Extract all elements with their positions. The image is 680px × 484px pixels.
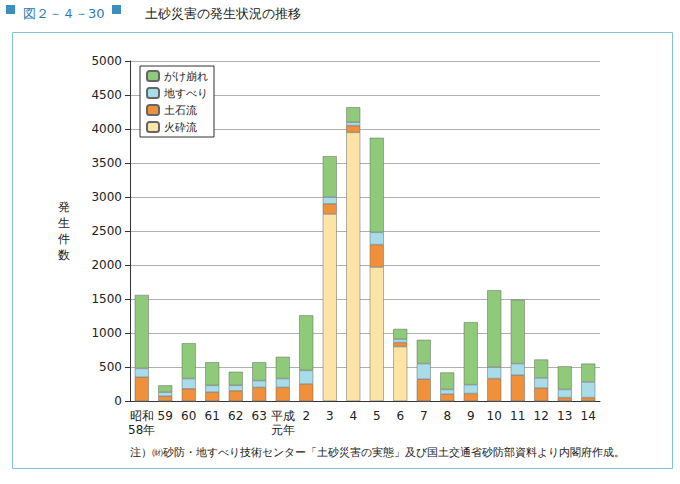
- svg-text:1000: 1000: [91, 326, 122, 340]
- svg-text:数: 数: [58, 248, 70, 262]
- svg-text:5000: 5000: [91, 54, 122, 68]
- svg-text:58年: 58年: [128, 423, 155, 437]
- svg-text:4500: 4500: [91, 88, 122, 102]
- svg-text:昭和: 昭和: [130, 409, 154, 423]
- svg-text:火砕流: 火砕流: [164, 121, 197, 134]
- svg-text:がけ崩れ: がけ崩れ: [164, 70, 208, 83]
- svg-text:8: 8: [443, 409, 451, 423]
- svg-text:14: 14: [581, 409, 596, 423]
- svg-text:61: 61: [205, 409, 220, 423]
- svg-text:62: 62: [228, 409, 243, 423]
- svg-text:注）㈶砂防・地すべり技術センター「土砂災害の実態」及び国土交: 注）㈶砂防・地すべり技術センター「土砂災害の実態」及び国土交通省砂防部資料より内…: [130, 446, 625, 459]
- svg-text:2000: 2000: [91, 258, 122, 272]
- svg-text:発: 発: [58, 200, 70, 214]
- svg-text:3000: 3000: [91, 190, 122, 204]
- svg-text:土石流: 土石流: [164, 104, 197, 117]
- svg-text:4000: 4000: [91, 122, 122, 136]
- svg-text:件: 件: [58, 232, 70, 246]
- svg-text:土砂災害の発生状況の推移: 土砂災害の発生状況の推移: [145, 6, 301, 21]
- svg-text:63: 63: [252, 409, 267, 423]
- svg-text:地すべり: 地すべり: [163, 87, 208, 100]
- svg-text:6: 6: [396, 409, 404, 423]
- svg-text:図２－４－30: 図２－４－30: [23, 6, 105, 21]
- svg-text:2500: 2500: [91, 224, 122, 238]
- svg-text:1500: 1500: [91, 292, 122, 306]
- svg-text:7: 7: [420, 409, 428, 423]
- svg-text:59: 59: [158, 409, 173, 423]
- svg-text:13: 13: [557, 409, 572, 423]
- svg-text:5: 5: [373, 409, 381, 423]
- svg-text:生: 生: [58, 216, 70, 230]
- svg-text:60: 60: [181, 409, 196, 423]
- svg-text:2: 2: [302, 409, 310, 423]
- svg-text:3: 3: [326, 409, 334, 423]
- svg-text:500: 500: [99, 360, 122, 374]
- svg-text:9: 9: [467, 409, 475, 423]
- svg-text:3500: 3500: [91, 156, 122, 170]
- svg-text:4: 4: [349, 409, 357, 423]
- svg-text:平成: 平成: [271, 409, 295, 423]
- svg-text:12: 12: [534, 409, 549, 423]
- svg-text:0: 0: [114, 394, 122, 408]
- svg-text:10: 10: [487, 409, 502, 423]
- svg-text:元年: 元年: [271, 423, 295, 437]
- svg-text:11: 11: [510, 409, 525, 423]
